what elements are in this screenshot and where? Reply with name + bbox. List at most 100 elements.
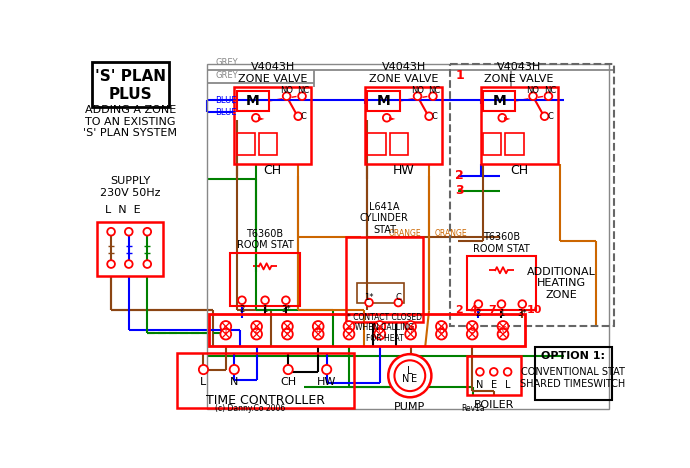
- Text: N: N: [476, 380, 484, 390]
- Circle shape: [262, 296, 269, 304]
- Text: T6360B
ROOM STAT: T6360B ROOM STAT: [473, 233, 530, 254]
- Text: 2: 2: [475, 309, 481, 318]
- Circle shape: [425, 112, 433, 120]
- Circle shape: [125, 228, 132, 235]
- Bar: [467, 256, 536, 310]
- Text: 2: 2: [239, 305, 244, 314]
- Circle shape: [144, 228, 151, 235]
- Circle shape: [544, 92, 552, 100]
- Text: ORANGE: ORANGE: [435, 229, 467, 238]
- Bar: [346, 237, 423, 322]
- Circle shape: [395, 299, 402, 307]
- Circle shape: [107, 260, 115, 268]
- Bar: [368, 133, 386, 155]
- Text: (c) Danny.Co 2006: (c) Danny.Co 2006: [215, 404, 285, 413]
- Text: L: L: [505, 380, 511, 390]
- Text: 2: 2: [455, 169, 464, 182]
- Text: C: C: [301, 112, 306, 121]
- Bar: [237, 133, 255, 155]
- Text: 9: 9: [469, 326, 475, 335]
- Text: HW: HW: [393, 164, 415, 176]
- Text: 1*: 1*: [364, 292, 374, 302]
- Text: BLUE: BLUE: [215, 108, 237, 117]
- Text: 6: 6: [377, 326, 383, 335]
- Text: CH: CH: [280, 377, 296, 387]
- Circle shape: [144, 260, 151, 268]
- Text: L  N  E: L N E: [105, 205, 141, 215]
- Text: V4043H
ZONE VALVE: V4043H ZONE VALVE: [484, 62, 554, 84]
- Text: NC: NC: [428, 86, 441, 95]
- Circle shape: [344, 329, 355, 339]
- Text: * CONTACT CLOSED
WHEN CALLING
FOR HEAT: * CONTACT CLOSED WHEN CALLING FOR HEAT: [347, 313, 422, 343]
- Bar: [365, 87, 442, 164]
- Text: OPTION 1:: OPTION 1:: [541, 351, 605, 361]
- Bar: [505, 133, 524, 155]
- Circle shape: [395, 360, 425, 391]
- Circle shape: [282, 296, 290, 304]
- Text: M: M: [246, 94, 259, 108]
- Circle shape: [238, 296, 246, 304]
- Text: M: M: [377, 94, 391, 108]
- Bar: [235, 87, 311, 164]
- Circle shape: [490, 368, 497, 376]
- Circle shape: [518, 300, 526, 308]
- Text: HW: HW: [317, 377, 336, 387]
- Bar: [357, 283, 404, 302]
- Circle shape: [436, 329, 447, 339]
- Text: N: N: [230, 377, 239, 387]
- Text: NO: NO: [280, 86, 293, 95]
- Text: ADDITIONAL
HEATING
ZONE: ADDITIONAL HEATING ZONE: [527, 267, 596, 300]
- Circle shape: [504, 368, 511, 376]
- Circle shape: [476, 368, 484, 376]
- Circle shape: [125, 260, 132, 268]
- Text: N: N: [402, 374, 409, 384]
- Text: 7: 7: [489, 305, 496, 315]
- Circle shape: [497, 329, 509, 339]
- Text: E: E: [411, 374, 417, 384]
- Circle shape: [497, 300, 505, 308]
- Text: CONVENTIONAL STAT
SHARED TIMESWITCH: CONVENTIONAL STAT SHARED TIMESWITCH: [520, 367, 626, 389]
- Text: 8: 8: [439, 326, 444, 335]
- Circle shape: [283, 92, 290, 100]
- Bar: [209, 314, 524, 346]
- Text: SUPPLY
230V 50Hz: SUPPLY 230V 50Hz: [100, 176, 161, 198]
- Text: 4: 4: [315, 326, 321, 335]
- Text: 10: 10: [497, 326, 509, 335]
- Circle shape: [313, 329, 324, 339]
- Circle shape: [295, 112, 302, 120]
- Bar: [390, 133, 408, 155]
- Text: C: C: [395, 292, 401, 302]
- Circle shape: [199, 365, 208, 374]
- Text: 3: 3: [455, 184, 464, 197]
- Text: BLUE: BLUE: [215, 95, 237, 104]
- Text: L641A
CYLINDER
STAT: L641A CYLINDER STAT: [360, 202, 409, 235]
- Circle shape: [467, 329, 477, 339]
- Text: CH: CH: [510, 164, 529, 176]
- Circle shape: [313, 321, 324, 332]
- Text: L: L: [407, 366, 413, 376]
- Text: 1: 1: [223, 326, 228, 335]
- Circle shape: [282, 329, 293, 339]
- Bar: [481, 87, 558, 164]
- Bar: [483, 133, 502, 155]
- Text: ORANGE: ORANGE: [388, 229, 421, 238]
- Text: C: C: [431, 112, 437, 121]
- Text: V4043H
ZONE VALVE: V4043H ZONE VALVE: [369, 62, 438, 84]
- Bar: [97, 222, 163, 276]
- Text: GREY: GREY: [215, 71, 237, 80]
- Circle shape: [375, 329, 385, 339]
- Text: 5: 5: [346, 326, 352, 335]
- Circle shape: [284, 365, 293, 374]
- Text: PUMP: PUMP: [394, 402, 426, 411]
- Circle shape: [220, 329, 231, 339]
- Bar: [237, 91, 269, 111]
- Text: 2: 2: [455, 305, 463, 315]
- Circle shape: [405, 329, 416, 339]
- Bar: [450, 64, 614, 326]
- Text: T6360B
ROOM STAT: T6360B ROOM STAT: [237, 228, 293, 250]
- Circle shape: [436, 321, 447, 332]
- Circle shape: [251, 329, 262, 339]
- Bar: [259, 133, 277, 155]
- Bar: [483, 91, 515, 111]
- Text: 3: 3: [284, 326, 290, 335]
